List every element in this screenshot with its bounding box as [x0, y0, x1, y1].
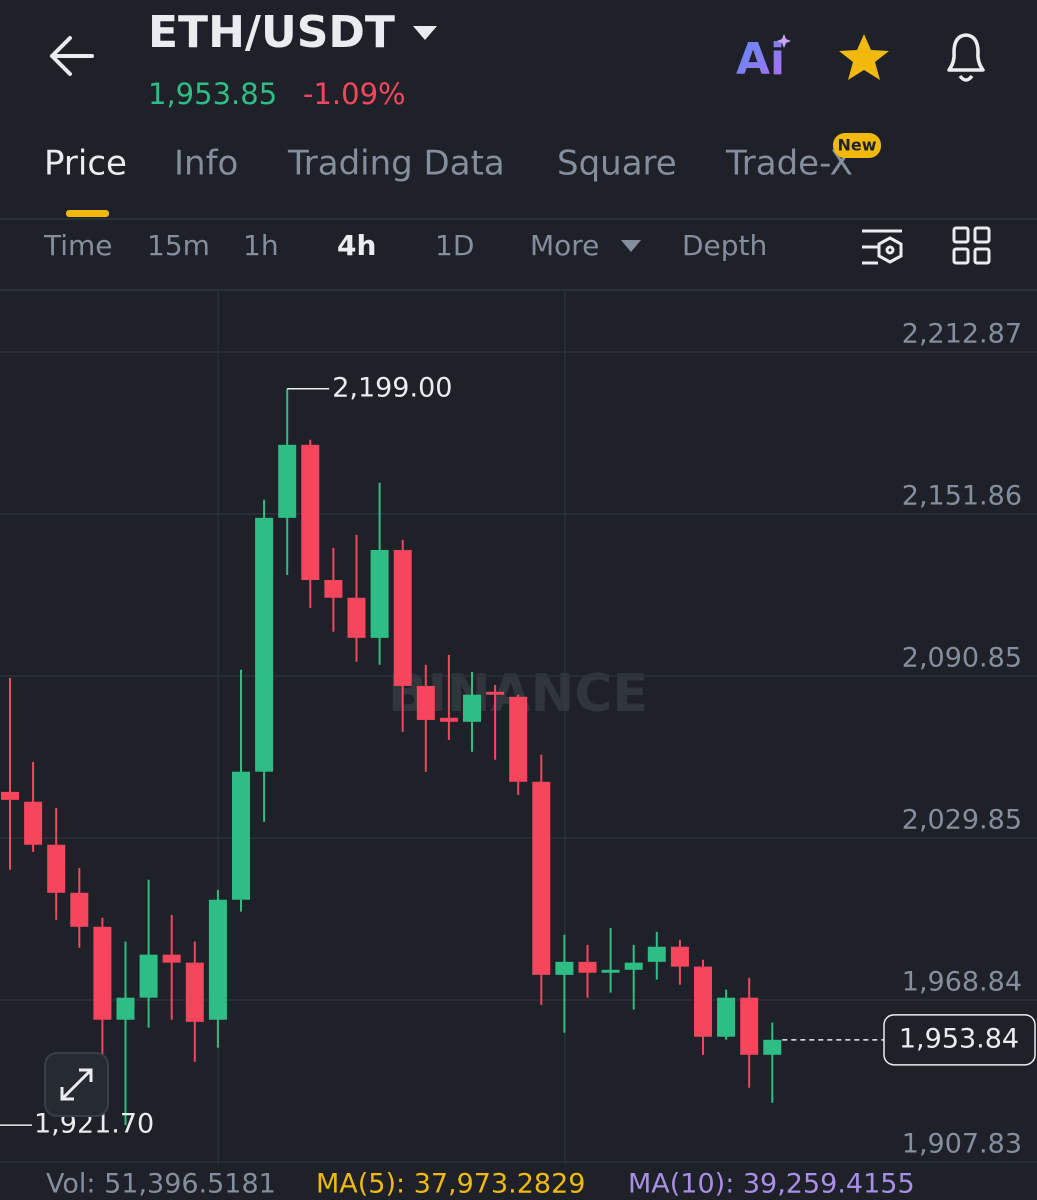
badge — [833, 133, 881, 158]
candle-body — [624, 962, 643, 970]
candle-body — [740, 997, 759, 1055]
interval[interactable]: 4h — [337, 229, 376, 262]
y-tick-label: 2,212.87 — [902, 318, 1022, 349]
y-tick-label: 2,090.85 — [902, 642, 1022, 673]
high-marker-label: 2,199.00 — [332, 372, 452, 403]
candle-body — [255, 517, 274, 772]
candle-body — [208, 899, 227, 1020]
candle-body — [370, 549, 389, 638]
ai-sparkle — [777, 34, 791, 48]
candle-body — [347, 597, 366, 638]
tab[interactable]: Square — [557, 144, 677, 184]
ma10-label: MA(10): 39,259.4155 — [628, 1169, 915, 1200]
candle-body — [162, 954, 181, 963]
y-tick-label: 2,151.86 — [902, 480, 1022, 511]
candle-body — [763, 1039, 782, 1055]
candle-body — [578, 961, 597, 973]
interval[interactable]: 1h — [243, 229, 279, 262]
y-tick-label: 1,968.84 — [902, 966, 1022, 997]
candle-body — [324, 579, 343, 598]
fullscreen-button[interactable] — [44, 1052, 109, 1117]
candle-body — [1, 791, 19, 800]
candle-body — [416, 685, 435, 720]
more-dropdown[interactable] — [621, 240, 641, 252]
interval[interactable]: Depth — [682, 229, 767, 262]
interval[interactable]: 15m — [147, 229, 210, 262]
candle-body — [439, 717, 458, 722]
tab-bar: Price Info Trading Data Square Trade-X — [44, 144, 853, 184]
interval[interactable]: Time — [43, 229, 113, 262]
alert-button[interactable] — [947, 33, 985, 82]
candle-body — [116, 997, 135, 1020]
interval[interactable]: 1D — [435, 229, 474, 262]
candle-body — [647, 946, 666, 962]
last-price-box — [883, 1014, 1036, 1066]
candle-body — [232, 771, 250, 900]
candle-body — [70, 892, 89, 927]
candle-body — [670, 946, 689, 967]
ai-button[interactable]: Ai — [736, 34, 785, 85]
tab[interactable]: Trading Data — [287, 144, 505, 184]
y-tick-label: 2,029.85 — [902, 804, 1022, 835]
candle-body — [694, 966, 712, 1037]
price: 1,953.85 — [148, 77, 277, 111]
candle-body — [278, 444, 297, 518]
tab[interactable]: Trade-X — [725, 144, 853, 184]
back-button[interactable] — [50, 36, 94, 76]
candle-body — [93, 926, 112, 1020]
candlestick-chart: 2,212.87 2,151.86 2,090.85 2,029.85 1,968.84… — [0, 318, 1037, 1163]
candle-body — [24, 801, 43, 845]
change: -1.09% — [303, 77, 406, 111]
y-tick-label: 1,907.83 — [902, 1128, 1022, 1159]
tab[interactable]: Price — [44, 144, 127, 184]
candle-body — [47, 844, 66, 893]
tab[interactable]: Info — [174, 144, 238, 184]
ma5-label: MA(5): 37,973.2829 — [316, 1169, 585, 1200]
candle-body — [139, 954, 158, 998]
layout-button[interactable] — [952, 226, 991, 265]
interval-bar: Time 15m 1h 4h 1D More Depth — [43, 229, 767, 262]
badge-text: New — [837, 136, 876, 155]
candle-body — [532, 781, 551, 975]
interval[interactable]: More — [530, 229, 599, 262]
favorite-button[interactable] — [839, 34, 889, 80]
candle-body — [555, 961, 574, 975]
candle-body — [601, 969, 620, 973]
candle-body — [509, 696, 528, 782]
candle-body — [463, 694, 481, 722]
candle-body — [185, 962, 204, 1022]
last-price-label: 1,953.84 — [899, 1023, 1019, 1054]
active-tab-indicator — [66, 210, 109, 217]
candle-body — [486, 691, 505, 695]
candle-body — [301, 444, 320, 580]
pair-dropdown[interactable] — [413, 26, 437, 40]
indicator-settings[interactable] — [862, 229, 903, 265]
candle-body — [717, 997, 736, 1037]
volume-label: Vol: 51,396.5181 — [46, 1169, 276, 1200]
candle-body — [393, 549, 412, 686]
pair-title[interactable]: ETH/USDT — [148, 7, 395, 58]
